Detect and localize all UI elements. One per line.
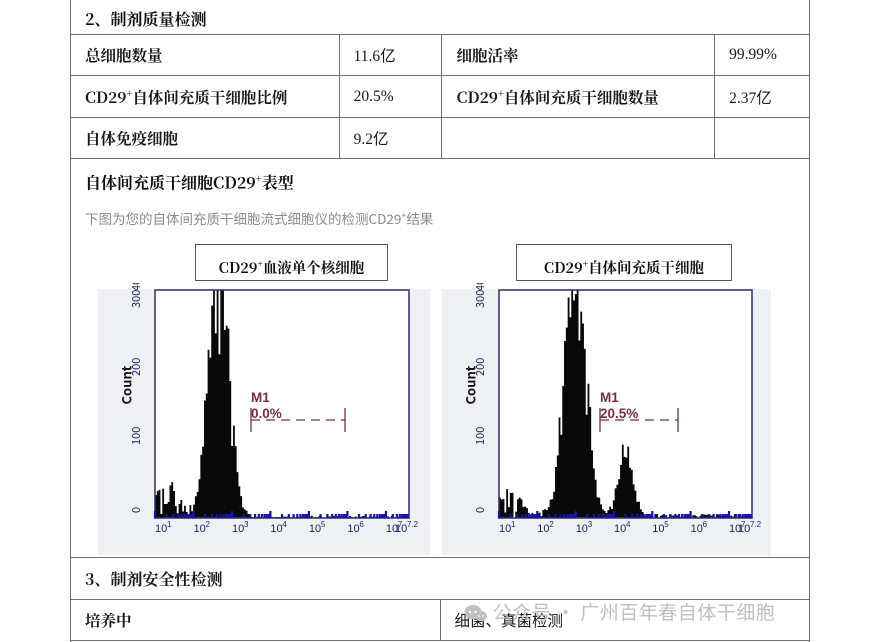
svg-text:7.2: 7.2 — [407, 520, 419, 529]
svg-text:10: 10 — [194, 523, 206, 535]
svg-text:10: 10 — [270, 523, 282, 535]
svg-text:3: 3 — [244, 520, 249, 529]
svg-text:10: 10 — [232, 523, 244, 535]
svg-text:10: 10 — [347, 523, 359, 535]
svg-text:3: 3 — [588, 520, 593, 529]
svg-text:5: 5 — [321, 520, 326, 529]
svg-text:5: 5 — [664, 520, 669, 529]
svg-text:10: 10 — [691, 523, 703, 535]
svg-text:10: 10 — [499, 523, 511, 535]
svg-text:10: 10 — [395, 523, 407, 535]
svg-text:4: 4 — [282, 520, 287, 529]
svg-text:10: 10 — [576, 523, 588, 535]
svg-text:4: 4 — [626, 520, 631, 529]
svg-text:7.2: 7.2 — [750, 520, 762, 529]
svg-text:6: 6 — [359, 520, 364, 529]
svg-text:10: 10 — [652, 523, 664, 535]
svg-text:M1: M1 — [600, 390, 619, 405]
svg-text:10: 10 — [614, 523, 626, 535]
svg-text:10: 10 — [155, 523, 167, 535]
svg-text:6: 6 — [703, 520, 708, 529]
svg-text:2: 2 — [549, 520, 554, 529]
svg-text:10: 10 — [309, 523, 321, 535]
svg-text:1: 1 — [511, 520, 516, 529]
svg-text:1: 1 — [167, 520, 172, 529]
svg-text:0.0%: 0.0% — [251, 406, 282, 421]
svg-text:20.5%: 20.5% — [600, 406, 638, 421]
svg-text:10: 10 — [537, 523, 549, 535]
svg-text:10: 10 — [738, 523, 750, 535]
svg-text:M1: M1 — [251, 390, 270, 405]
svg-text:2: 2 — [206, 520, 211, 529]
